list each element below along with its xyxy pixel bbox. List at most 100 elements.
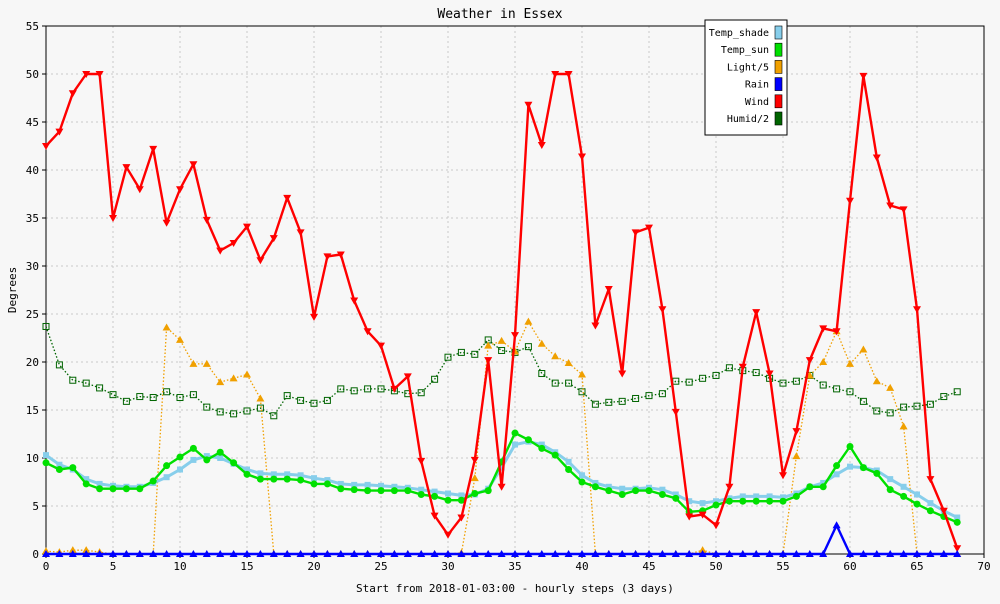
data-point-temp-sun — [511, 429, 519, 437]
data-point-humid-2 — [216, 408, 224, 416]
data-point-humid-2 — [82, 379, 90, 387]
data-point-rain — [417, 550, 426, 557]
data-point-humid-2 — [203, 403, 211, 411]
y-tick-label: 45 — [26, 116, 39, 129]
data-point-light-5 — [846, 359, 854, 367]
x-tick-label: 20 — [307, 560, 320, 573]
data-point-light-5 — [698, 546, 707, 554]
data-point-temp-shade — [56, 461, 63, 468]
data-point-wind — [417, 457, 426, 465]
data-point-light-5 — [229, 374, 238, 382]
y-tick-label: 40 — [26, 164, 39, 177]
data-point-humid-2 — [350, 387, 358, 395]
data-point-light-5 — [872, 377, 881, 385]
data-point-rain — [537, 550, 546, 557]
data-point-temp-sun — [55, 466, 63, 474]
data-point-rain — [444, 550, 452, 557]
data-point-wind — [671, 408, 680, 416]
data-point-rain — [55, 550, 64, 557]
data-point-wind — [511, 332, 519, 340]
series-layer — [42, 71, 962, 557]
y-tick-label: 50 — [26, 68, 39, 81]
data-point-temp-shade — [954, 514, 961, 521]
data-point-wind — [872, 154, 881, 162]
legend-label: Wind — [745, 97, 769, 108]
data-point-wind — [189, 161, 198, 169]
data-point-temp-shade — [96, 480, 103, 487]
data-point-temp-shade — [418, 486, 425, 493]
data-point-wind — [551, 71, 560, 78]
data-point-humid-2 — [55, 361, 63, 369]
data-point-wind — [176, 186, 184, 194]
data-point-rain — [832, 521, 841, 529]
x-tick-label: 65 — [910, 560, 923, 573]
data-point-temp-shade — [378, 482, 384, 489]
data-point-temp-shade — [753, 493, 760, 500]
data-point-rain — [765, 550, 774, 557]
data-point-rain — [578, 550, 586, 557]
data-point-wind — [122, 164, 131, 172]
y-tick-label: 25 — [26, 308, 39, 321]
data-point-wind — [899, 206, 908, 214]
data-point-temp-shade — [512, 441, 518, 448]
data-point-temp-shade — [190, 456, 197, 463]
data-point-temp-shade — [337, 480, 344, 487]
data-point-temp-sun — [96, 485, 104, 493]
x-tick-label: 55 — [776, 560, 789, 573]
series-temp-sun — [42, 429, 961, 526]
data-point-temp-sun — [551, 451, 559, 459]
data-point-rain — [953, 550, 962, 557]
data-point-wind — [363, 328, 372, 336]
data-point-humid-2 — [364, 385, 372, 393]
data-point-temp-shade — [364, 481, 371, 488]
data-point-temp-sun — [82, 480, 90, 488]
y-tick-label: 35 — [26, 212, 39, 225]
data-point-temp-sun — [417, 490, 425, 498]
data-point-temp-sun — [926, 507, 934, 515]
data-point-wind — [725, 483, 734, 491]
x-axis-label: Start from 2018-01-03:00 - hourly steps … — [356, 582, 674, 595]
series-line-light-5 — [45, 321, 958, 555]
y-tick-label: 0 — [32, 548, 39, 561]
data-point-rain — [243, 550, 251, 557]
data-point-temp-sun — [270, 475, 278, 483]
legend-swatch — [774, 111, 783, 126]
data-point-wind — [524, 101, 533, 109]
data-point-humid-2 — [699, 374, 707, 382]
data-point-light-5 — [792, 452, 801, 460]
y-axis-label: Degrees — [6, 267, 19, 313]
x-tick-label: 45 — [642, 560, 655, 573]
x-tick-label: 70 — [977, 560, 990, 573]
data-point-light-5 — [176, 335, 184, 343]
data-point-rain — [604, 550, 613, 557]
data-point-wind — [269, 235, 278, 243]
data-point-temp-sun — [725, 497, 733, 505]
data-point-temp-sun — [913, 500, 921, 508]
data-point-temp-sun — [873, 469, 881, 477]
series-wind — [42, 71, 962, 553]
data-point-temp-sun — [833, 462, 841, 470]
data-point-temp-sun — [350, 486, 358, 494]
data-point-humid-2 — [725, 364, 733, 372]
data-point-temp-sun — [457, 496, 465, 504]
data-point-rain — [658, 550, 667, 557]
data-point-wind — [765, 370, 774, 378]
data-point-temp-sun — [819, 483, 827, 491]
data-point-temp-sun — [176, 453, 184, 461]
legend-label: Temp_sun — [721, 45, 769, 56]
data-point-wind — [564, 71, 573, 78]
data-point-wind — [216, 247, 225, 255]
data-point-temp-sun — [846, 442, 854, 450]
data-point-humid-2 — [283, 392, 291, 400]
data-point-temp-sun — [806, 483, 814, 491]
data-point-temp-shade — [203, 453, 210, 460]
data-point-temp-sun — [792, 492, 800, 500]
data-point-wind — [149, 145, 158, 153]
data-point-wind — [926, 476, 935, 484]
data-point-temp-shade — [659, 486, 666, 493]
data-point-wind — [310, 313, 318, 321]
data-point-humid-2 — [926, 400, 934, 408]
data-point-rain — [109, 550, 117, 557]
data-point-humid-2 — [712, 371, 720, 379]
